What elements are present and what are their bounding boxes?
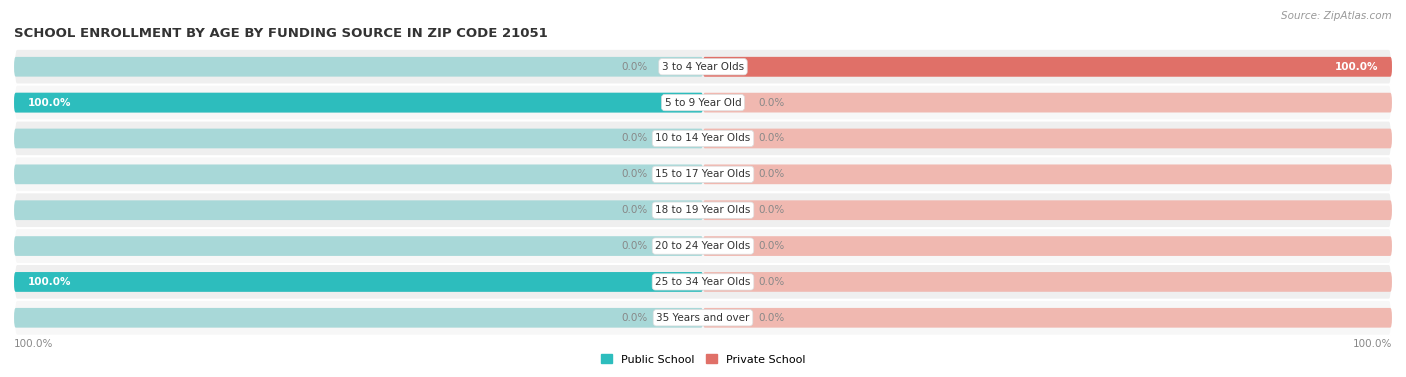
FancyBboxPatch shape bbox=[14, 192, 1392, 228]
FancyBboxPatch shape bbox=[14, 85, 1392, 121]
FancyBboxPatch shape bbox=[14, 49, 1392, 85]
FancyBboxPatch shape bbox=[14, 93, 703, 112]
FancyBboxPatch shape bbox=[14, 121, 1392, 156]
Text: 0.0%: 0.0% bbox=[621, 241, 648, 251]
Text: 0.0%: 0.0% bbox=[758, 98, 785, 107]
FancyBboxPatch shape bbox=[14, 308, 703, 328]
Text: 100.0%: 100.0% bbox=[1353, 339, 1392, 349]
FancyBboxPatch shape bbox=[703, 57, 1392, 77]
Text: 0.0%: 0.0% bbox=[758, 169, 785, 179]
FancyBboxPatch shape bbox=[14, 129, 703, 148]
FancyBboxPatch shape bbox=[703, 200, 1392, 220]
FancyBboxPatch shape bbox=[703, 93, 1392, 112]
FancyBboxPatch shape bbox=[14, 300, 1392, 336]
Text: 3 to 4 Year Olds: 3 to 4 Year Olds bbox=[662, 62, 744, 72]
FancyBboxPatch shape bbox=[14, 156, 1392, 192]
Text: 0.0%: 0.0% bbox=[621, 313, 648, 323]
Text: 0.0%: 0.0% bbox=[758, 241, 785, 251]
FancyBboxPatch shape bbox=[14, 272, 703, 292]
FancyBboxPatch shape bbox=[703, 308, 1392, 328]
FancyBboxPatch shape bbox=[14, 164, 703, 184]
Text: 0.0%: 0.0% bbox=[621, 169, 648, 179]
Text: 100.0%: 100.0% bbox=[14, 339, 53, 349]
Legend: Public School, Private School: Public School, Private School bbox=[596, 350, 810, 369]
Text: 15 to 17 Year Olds: 15 to 17 Year Olds bbox=[655, 169, 751, 179]
FancyBboxPatch shape bbox=[14, 272, 703, 292]
FancyBboxPatch shape bbox=[703, 57, 1392, 77]
Text: SCHOOL ENROLLMENT BY AGE BY FUNDING SOURCE IN ZIP CODE 21051: SCHOOL ENROLLMENT BY AGE BY FUNDING SOUR… bbox=[14, 27, 548, 40]
FancyBboxPatch shape bbox=[14, 57, 703, 77]
Text: 0.0%: 0.0% bbox=[621, 62, 648, 72]
FancyBboxPatch shape bbox=[703, 164, 1392, 184]
FancyBboxPatch shape bbox=[14, 264, 1392, 300]
Text: 35 Years and over: 35 Years and over bbox=[657, 313, 749, 323]
FancyBboxPatch shape bbox=[14, 200, 703, 220]
Text: 0.0%: 0.0% bbox=[758, 313, 785, 323]
FancyBboxPatch shape bbox=[14, 93, 703, 112]
Text: 100.0%: 100.0% bbox=[1334, 62, 1378, 72]
Text: 0.0%: 0.0% bbox=[758, 133, 785, 144]
Text: 0.0%: 0.0% bbox=[621, 205, 648, 215]
Text: 0.0%: 0.0% bbox=[758, 277, 785, 287]
Text: 100.0%: 100.0% bbox=[28, 277, 72, 287]
Text: 0.0%: 0.0% bbox=[758, 205, 785, 215]
Text: 100.0%: 100.0% bbox=[28, 98, 72, 107]
Text: 20 to 24 Year Olds: 20 to 24 Year Olds bbox=[655, 241, 751, 251]
FancyBboxPatch shape bbox=[14, 236, 703, 256]
FancyBboxPatch shape bbox=[14, 228, 1392, 264]
FancyBboxPatch shape bbox=[703, 272, 1392, 292]
Text: Source: ZipAtlas.com: Source: ZipAtlas.com bbox=[1281, 11, 1392, 21]
Text: 25 to 34 Year Olds: 25 to 34 Year Olds bbox=[655, 277, 751, 287]
FancyBboxPatch shape bbox=[703, 129, 1392, 148]
FancyBboxPatch shape bbox=[703, 236, 1392, 256]
Text: 5 to 9 Year Old: 5 to 9 Year Old bbox=[665, 98, 741, 107]
Text: 0.0%: 0.0% bbox=[621, 133, 648, 144]
Text: 10 to 14 Year Olds: 10 to 14 Year Olds bbox=[655, 133, 751, 144]
Text: 18 to 19 Year Olds: 18 to 19 Year Olds bbox=[655, 205, 751, 215]
